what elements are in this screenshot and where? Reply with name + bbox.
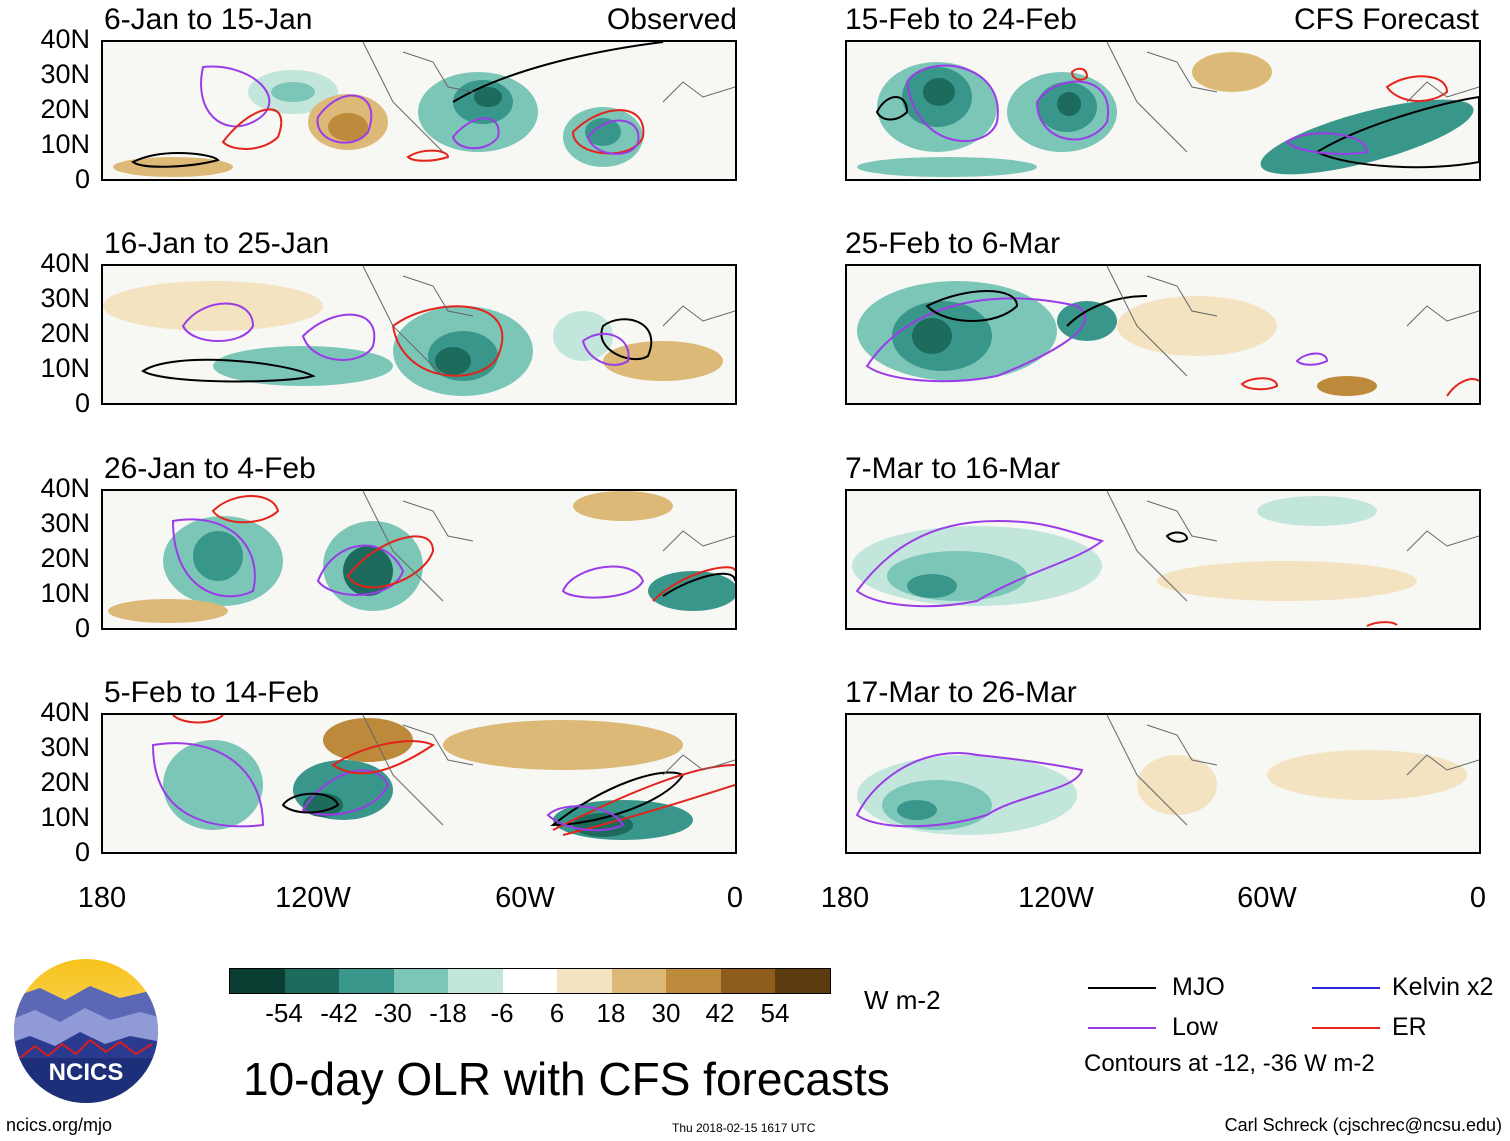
colorbar-swatch [557, 969, 612, 993]
panel-p2 [101, 264, 737, 405]
ytick-40n: 40N [40, 697, 90, 727]
legend-kelvin-line [1312, 987, 1380, 989]
legend-er-label: ER [1392, 1013, 1427, 1041]
ytick-10n: 10N [40, 578, 90, 608]
panel-p7 [845, 489, 1481, 630]
legend-kelvin-label: Kelvin x2 [1392, 973, 1494, 1001]
colorbar-label: -42 [320, 998, 358, 1028]
panel-title-p3: 26-Jan to 4-Feb [104, 452, 316, 485]
olr-map-p2 [103, 266, 735, 396]
figure-title: 10-day OLR with CFS forecasts [243, 1053, 890, 1105]
ncics-logo: NCICS [14, 959, 158, 1103]
legend-er-line [1312, 1027, 1380, 1029]
legend-mjo-line [1088, 987, 1156, 989]
legend-low-label: Low [1172, 1013, 1218, 1041]
ytick-10n: 10N [40, 353, 90, 383]
colorbar-label: -18 [429, 998, 467, 1028]
ytick-10n: 10N [40, 129, 90, 159]
ytick-30n: 30N [40, 59, 90, 89]
ytick-20n: 20N [40, 543, 90, 573]
colorbar-swatch [611, 969, 666, 993]
panel-p4 [101, 713, 737, 854]
panel-title-p4: 5-Feb to 14-Feb [104, 676, 320, 709]
colorbar-label: 54 [760, 998, 790, 1028]
olr-map-p6 [857, 266, 1479, 397]
panel-title-p6: 25-Feb to 6-Mar [845, 227, 1061, 260]
logo-text: NCICS [49, 1059, 124, 1086]
colorbar-swatch [775, 969, 830, 993]
contour-note: Contours at -12, -36 W m-2 [1084, 1050, 1375, 1077]
colorbar-label: 6 [549, 998, 565, 1028]
xtick-180-right: 180 [820, 882, 870, 914]
olr-map-p1 [113, 42, 735, 177]
xtick-180-left: 180 [77, 882, 127, 914]
ytick-30n: 30N [40, 508, 90, 538]
ytick-30n: 30N [40, 732, 90, 762]
xtick-120w-right: 120W [1018, 882, 1094, 914]
colorbar-swatch [393, 969, 448, 993]
panel-p3 [101, 489, 737, 630]
colorbar-label: 42 [705, 998, 735, 1028]
ytick-0: 0 [74, 388, 90, 418]
panel-title-p8: 17-Mar to 26-Mar [845, 676, 1077, 709]
xtick-0-right: 0 [1469, 882, 1487, 914]
ytick-0: 0 [74, 164, 90, 194]
panel-p8 [845, 713, 1481, 854]
panel-title-p2: 16-Jan to 25-Jan [104, 227, 330, 260]
panel-title-p5: 15-Feb to 24-Feb [845, 3, 1077, 36]
ytick-20n: 20N [40, 767, 90, 797]
colorbar-swatch [284, 969, 339, 993]
colorbar-swatch [339, 969, 394, 993]
ytick-40n: 40N [40, 24, 90, 54]
panel-label-cfs-forecast: CFS Forecast [1293, 3, 1479, 36]
colorbar-swatch [666, 969, 721, 993]
colorbar [229, 968, 831, 994]
panel-title-p1: 6-Jan to 15-Jan [104, 3, 313, 36]
colorbar-swatch [448, 969, 503, 993]
xtick-0-left: 0 [726, 882, 744, 914]
ytick-0: 0 [74, 837, 90, 867]
colorbar-swatch [720, 969, 775, 993]
ytick-30n: 30N [40, 283, 90, 313]
olr-map-p5 [857, 42, 1479, 177]
colorbar-swatch [502, 969, 557, 993]
ytick-20n: 20N [40, 318, 90, 348]
xtick-120w-left: 120W [275, 882, 351, 914]
legend-mjo-label: MJO [1172, 973, 1225, 1001]
panel-label-observed: Observed [606, 3, 737, 36]
colorbar-label: -6 [490, 998, 514, 1028]
xtick-60w-left: 60W [495, 882, 555, 914]
panel-title-p7: 7-Mar to 16-Mar [845, 452, 1061, 485]
ytick-40n: 40N [40, 473, 90, 503]
footer-timestamp: Thu 2018-02-15 1617 UTC [672, 1121, 816, 1135]
olr-map-p3 [108, 491, 735, 623]
colorbar-swatch [230, 969, 285, 993]
panel-p5 [845, 40, 1481, 181]
colorbar-units: W m-2 [864, 985, 941, 1015]
legend-low-line [1088, 1027, 1156, 1029]
ytick-20n: 20N [40, 94, 90, 124]
olr-map-p8 [855, 715, 1479, 835]
xtick-60w-right: 60W [1237, 882, 1297, 914]
ytick-10n: 10N [40, 802, 90, 832]
olr-map-p4 [151, 715, 735, 840]
panel-p6 [845, 264, 1481, 405]
colorbar-label: 18 [596, 998, 626, 1028]
footer-url: ncics.org/mjo [6, 1115, 113, 1135]
panel-p1 [101, 40, 737, 181]
colorbar-label: 30 [651, 998, 681, 1028]
ytick-0: 0 [74, 613, 90, 643]
ytick-40n: 40N [40, 248, 90, 278]
colorbar-label: -54 [265, 998, 303, 1028]
colorbar-label: -30 [374, 998, 412, 1028]
olr-map-p7 [852, 491, 1479, 627]
footer-author: Carl Schreck (cjschrec@ncsu.edu) [1224, 1115, 1502, 1135]
